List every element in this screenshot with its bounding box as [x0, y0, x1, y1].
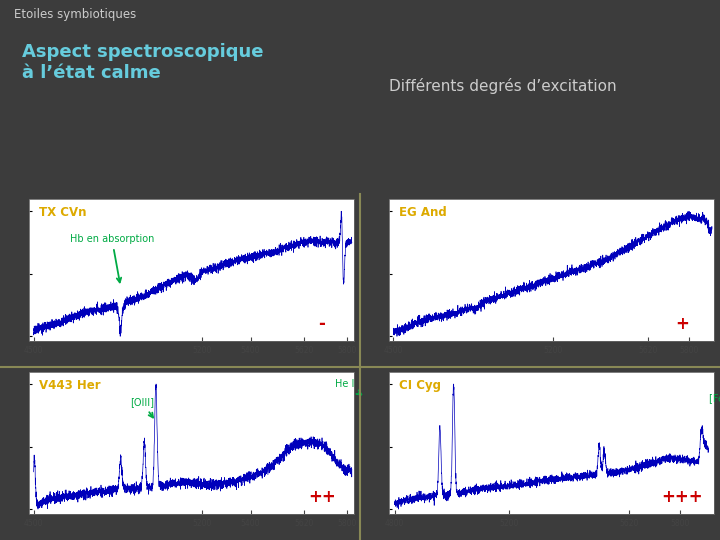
Text: +: +: [675, 315, 688, 333]
Text: [Fe VII]: [Fe VII]: [708, 393, 720, 414]
Text: CI Cyg: CI Cyg: [399, 379, 441, 392]
Text: V443 Her: V443 Her: [39, 379, 100, 392]
Text: -: -: [318, 315, 325, 333]
Text: ++: ++: [308, 488, 336, 505]
Text: [OIII]: [OIII]: [130, 397, 154, 417]
Text: EG And: EG And: [399, 206, 446, 219]
Text: Etoiles symbiotiques: Etoiles symbiotiques: [14, 8, 137, 21]
Text: Hb en absorption: Hb en absorption: [70, 234, 154, 282]
Text: He I: He I: [335, 379, 361, 395]
Text: Aspect spectroscopique
à l’état calme: Aspect spectroscopique à l’état calme: [22, 43, 263, 82]
Text: Différents degrés d’excitation: Différents degrés d’excitation: [389, 78, 616, 94]
Text: +++: +++: [661, 488, 703, 505]
Text: TX CVn: TX CVn: [39, 206, 86, 219]
